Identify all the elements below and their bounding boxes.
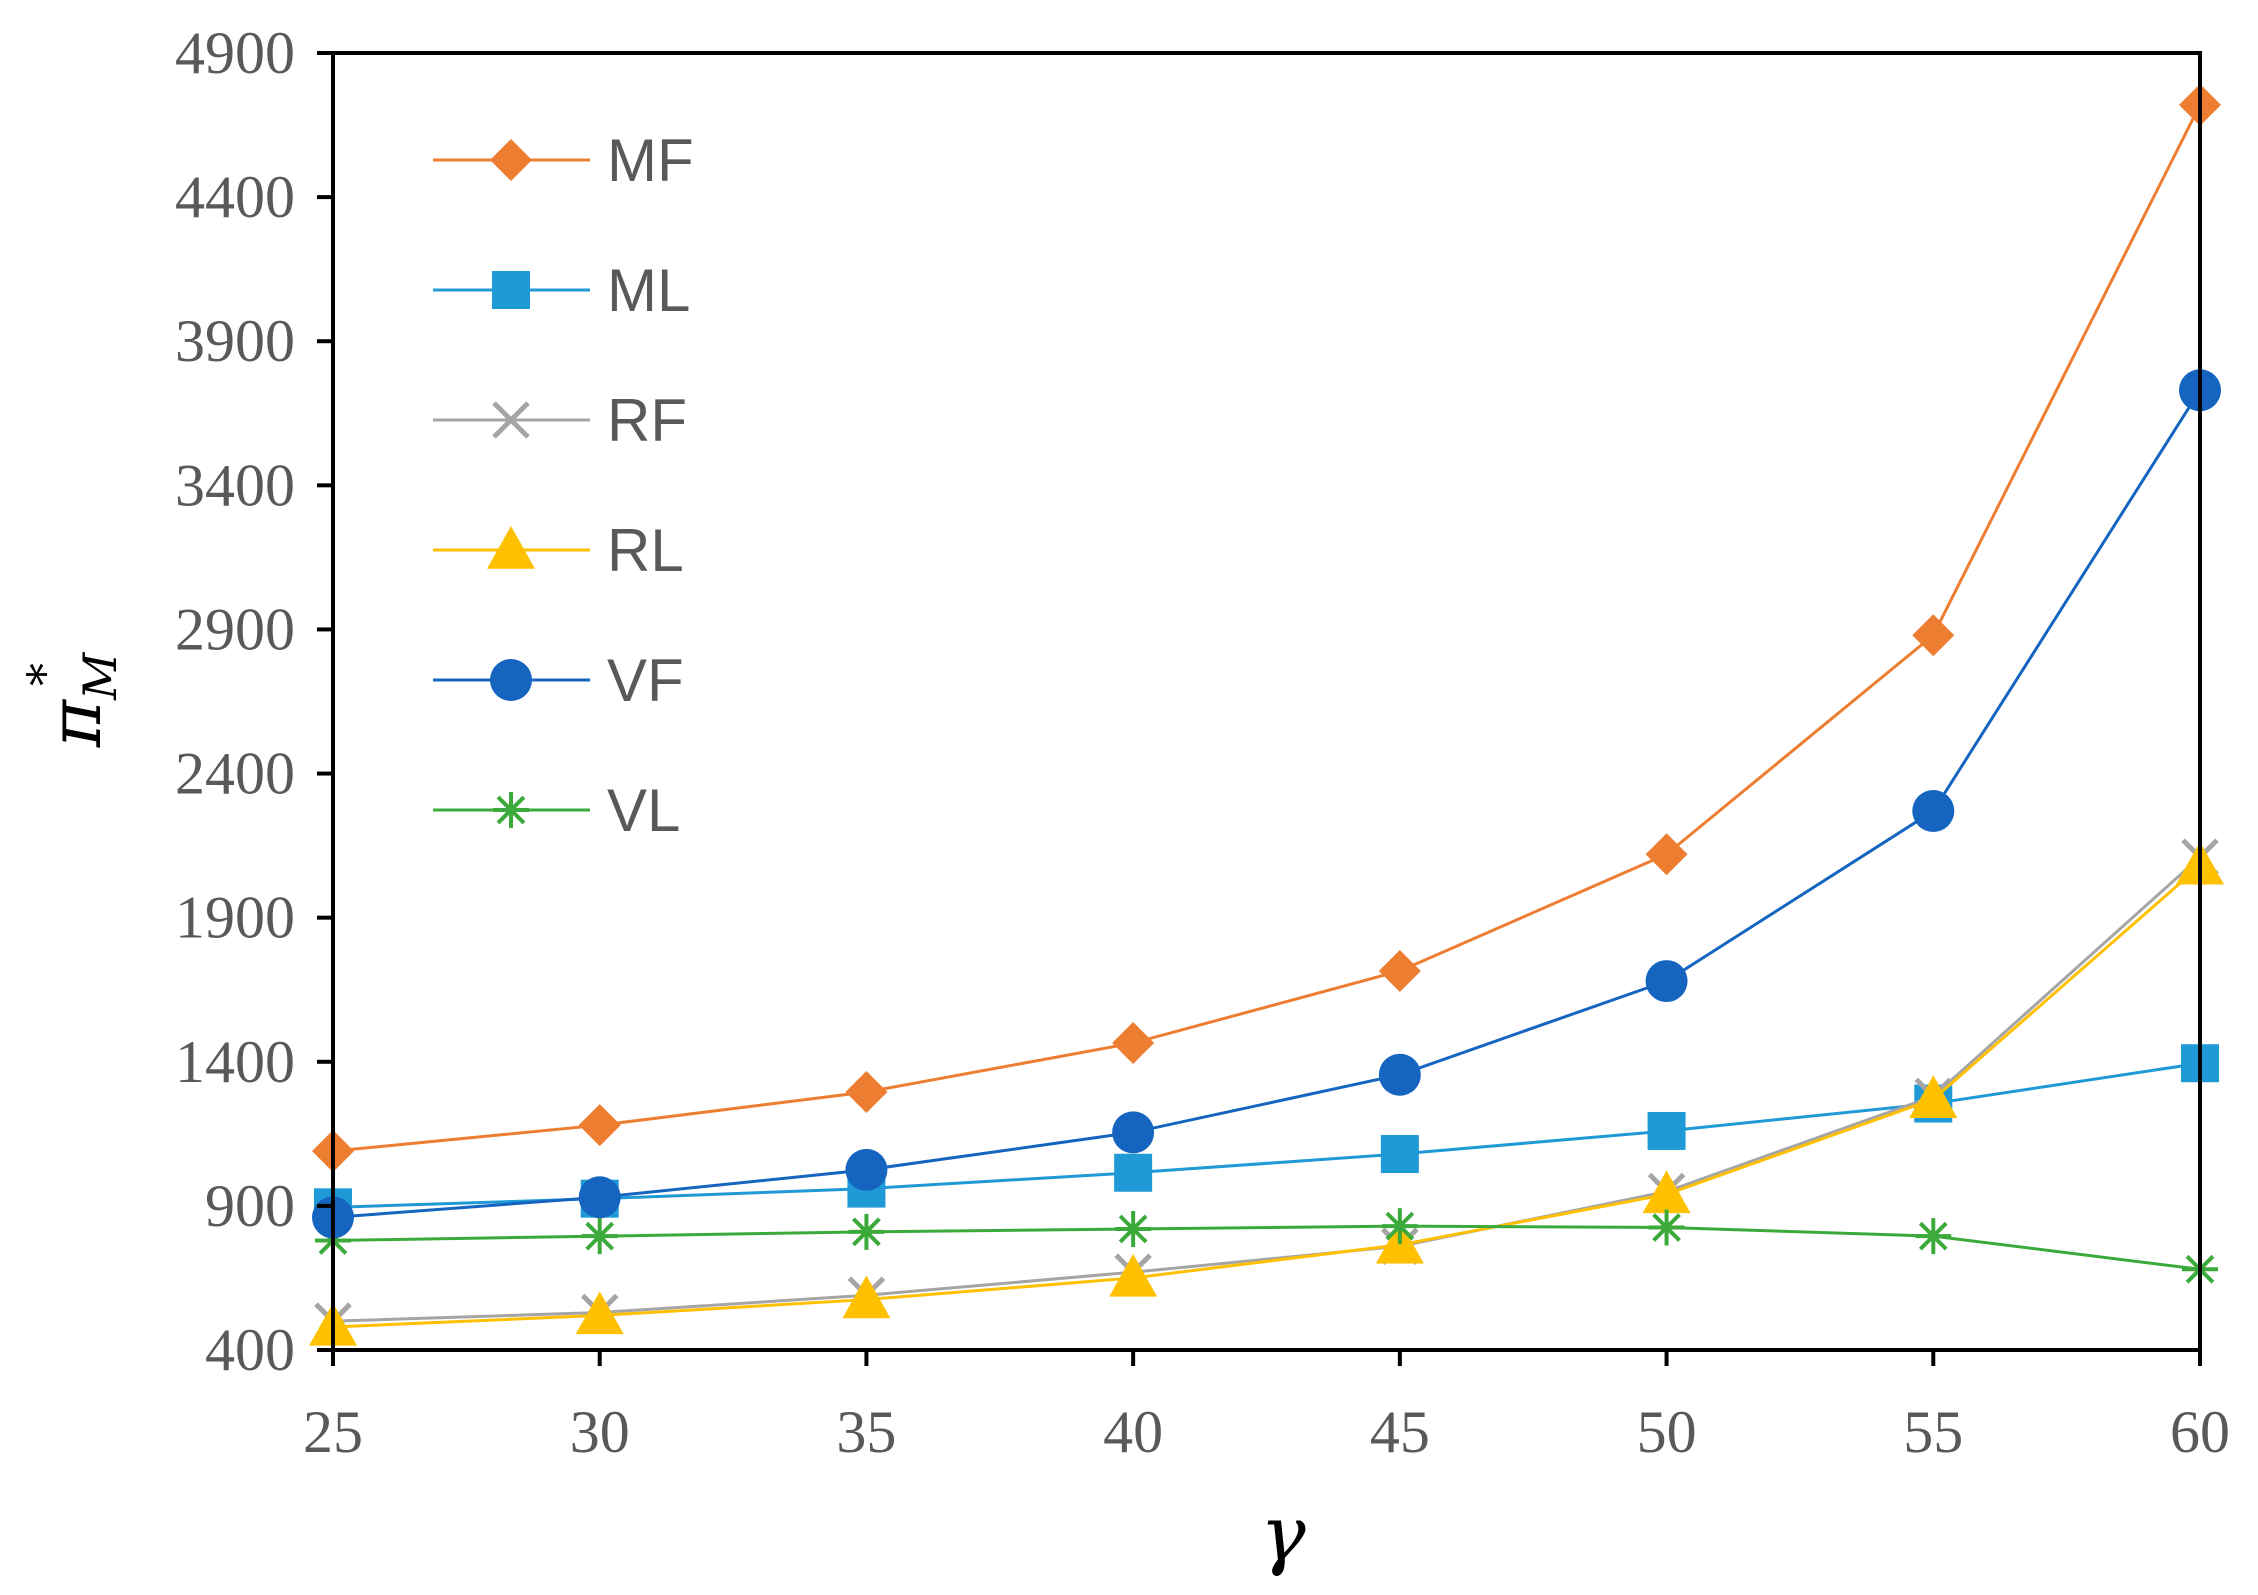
series-line-rf xyxy=(332,856,2202,1323)
point-rl xyxy=(1642,1170,1691,1214)
plot-frame xyxy=(331,51,2202,1352)
legend-marker-rf xyxy=(492,401,530,439)
legend-marker-ml xyxy=(492,271,530,309)
y-tick-label: 1900 xyxy=(175,885,295,951)
x-tick-label: 55 xyxy=(1903,1399,1963,1465)
point-rl xyxy=(1109,1253,1158,1297)
series-line-vf xyxy=(332,389,2202,1219)
y-tick-label: 4900 xyxy=(175,20,295,86)
y-tick-label: 4400 xyxy=(175,164,295,230)
y-axis-title-base: π xyxy=(33,698,117,748)
legend-item-mf: MF xyxy=(433,127,694,194)
series-line-rl xyxy=(332,864,2201,1329)
point-mf xyxy=(1112,1022,1155,1065)
point-rl xyxy=(575,1291,624,1335)
point-vl xyxy=(848,1213,885,1250)
x-tick-label: 50 xyxy=(1637,1399,1697,1465)
series-line-vl xyxy=(332,1224,2201,1271)
y-tick-label: 3400 xyxy=(175,452,295,518)
legend-marker-vf xyxy=(490,659,532,701)
svg-text:πM: πM xyxy=(33,651,127,748)
y-axis-ticks: 400 900 1400 1900 2400 2900 3400 3900 4400 4900 xyxy=(175,20,333,1383)
y-tick-label: 3900 xyxy=(175,308,295,374)
y-tick-label: 1400 xyxy=(175,1029,295,1095)
point-mf xyxy=(1645,833,1688,876)
point-vl xyxy=(1648,1209,1685,1246)
point-mf xyxy=(845,1071,888,1114)
y-axis-title: πM * xyxy=(17,651,127,748)
series-line-ml xyxy=(332,1061,2201,1209)
y-tick-label: 2900 xyxy=(175,596,295,662)
x-tick-label: 45 xyxy=(1370,1399,1430,1465)
y-axis-title-superscript: * xyxy=(17,663,71,686)
legend-marker-mf xyxy=(490,139,532,181)
x-axis-title: γ xyxy=(1260,1489,1306,1578)
x-tick-label: 60 xyxy=(2170,1399,2230,1465)
legend-item-ml: ML xyxy=(433,257,690,324)
point-ml xyxy=(1380,1135,1419,1174)
y-tick-label: 400 xyxy=(205,1317,295,1383)
series-vl xyxy=(315,1208,2218,1288)
point-vl xyxy=(1915,1218,1952,1255)
legend-label: VL xyxy=(607,777,680,844)
legend-label: VF xyxy=(607,647,684,714)
point-rl xyxy=(842,1275,891,1319)
x-tick-label: 30 xyxy=(570,1399,630,1465)
legend-item-vl: VL xyxy=(433,777,680,844)
legend-label: ML xyxy=(607,257,690,324)
point-mf xyxy=(578,1104,621,1147)
point-vf xyxy=(1378,1053,1421,1096)
point-ml xyxy=(1114,1153,1153,1192)
point-vf xyxy=(1112,1111,1155,1154)
series-layer xyxy=(309,83,2224,1346)
legend-marker-vl xyxy=(493,792,529,828)
y-tick-label: 2400 xyxy=(175,741,295,807)
point-vf xyxy=(845,1148,888,1191)
x-tick-label: 25 xyxy=(303,1399,363,1465)
point-mf xyxy=(1912,614,1955,657)
point-vl xyxy=(581,1218,618,1255)
point-vl xyxy=(1115,1210,1152,1247)
point-rl xyxy=(1909,1075,1958,1118)
series-mf xyxy=(312,83,2221,1173)
x-tick-label: 40 xyxy=(1103,1399,1163,1465)
point-ml xyxy=(1647,1111,1686,1150)
point-vl xyxy=(1381,1208,1418,1245)
series-rl xyxy=(309,841,2224,1346)
legend-item-vf: VF xyxy=(433,647,684,714)
legend-label: MF xyxy=(607,127,694,194)
y-tick-label: 900 xyxy=(205,1173,295,1239)
x-tick-label: 35 xyxy=(836,1399,896,1465)
point-vf xyxy=(1645,960,1688,1003)
legend-item-rl: RL xyxy=(433,517,684,584)
point-mf xyxy=(1378,949,1421,992)
legend-marker-rl xyxy=(487,526,535,569)
x-axis-ticks: 25 30 35 40 45 50 55 60 xyxy=(303,1350,2230,1465)
legend-label: RF xyxy=(607,387,687,454)
legend-label: RL xyxy=(607,517,684,584)
legend-item-rf: RF xyxy=(433,387,687,454)
point-vf xyxy=(578,1176,621,1219)
y-axis-title-subscript: M xyxy=(73,651,127,701)
legend: MF ML RF RL VF VL xyxy=(433,127,694,844)
series-line-mf xyxy=(332,104,2202,1153)
point-vf xyxy=(1912,790,1955,833)
